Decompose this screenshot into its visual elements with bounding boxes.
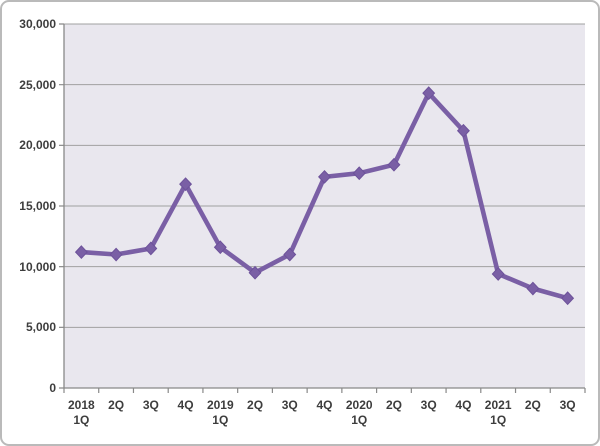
x-tick-label: 2Q <box>524 398 541 412</box>
x-tick-label: 4Q <box>455 398 472 412</box>
data-point-2021-2q <box>526 281 540 296</box>
x-tick-label: 2Q <box>385 398 402 412</box>
x-tick-label: 2Q <box>247 398 264 412</box>
data-point-2018-4q <box>179 177 193 192</box>
data-point-2020-3q <box>422 86 436 101</box>
data-point-2021-1q <box>491 267 505 281</box>
data-point-2020-1q <box>352 166 366 181</box>
data-point-2020-2q <box>387 157 401 172</box>
data-point-2018-3q <box>144 241 158 256</box>
y-tick-label: 30,000 <box>19 17 56 31</box>
data-point-2019-4q <box>318 169 331 184</box>
x-tick-label: 2019 1Q <box>206 398 234 427</box>
x-tick-label: 4Q <box>316 398 333 412</box>
data-point-2020-4q <box>456 123 470 138</box>
y-tick-label: 5,000 <box>25 320 56 335</box>
x-tick-label: 2018 1Q <box>68 398 95 427</box>
x-tick-label: 3Q <box>559 398 576 412</box>
y-tick-label: 25,000 <box>19 77 56 92</box>
x-tick-label: 2Q <box>108 398 125 412</box>
data-point-2019-1q <box>213 240 227 255</box>
y-tick-label: 0 <box>49 381 56 395</box>
y-tick-label: 10,000 <box>19 259 56 274</box>
y-tick-label: 20,000 <box>19 138 56 153</box>
x-tick-label: 2020 1Q <box>345 398 373 427</box>
data-point-2018-2q <box>109 247 123 262</box>
data-point-2021-3q <box>561 291 575 306</box>
data-point-2019-3q <box>283 247 297 262</box>
data-point-2019-2q <box>248 265 262 280</box>
x-tick-label: 3Q <box>420 398 437 412</box>
x-tick-label: 4Q <box>177 398 194 412</box>
data-point-2018-1q <box>74 245 88 260</box>
x-tick-label: 2021 1Q <box>484 398 512 427</box>
x-tick-label: 3Q <box>281 398 298 412</box>
x-tick-label: 3Q <box>142 398 159 412</box>
y-tick-label: 15,000 <box>19 199 56 213</box>
